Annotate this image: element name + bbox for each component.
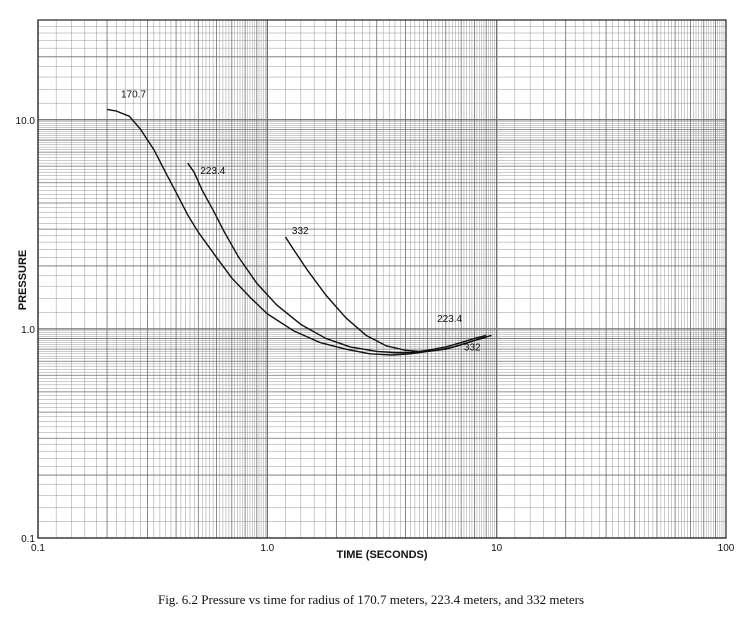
series-line-223-4 xyxy=(187,162,487,354)
plot-border xyxy=(37,19,727,539)
curve-label: 223.4 xyxy=(437,314,462,325)
y-tick-label: 10.0 xyxy=(16,116,36,127)
x-tick-label: 10 xyxy=(491,543,503,554)
figure-caption: Fig. 6.2 Pressure vs time for radius of … xyxy=(157,592,585,607)
x-tick-label: 100 xyxy=(718,543,735,554)
curve-label: 332 xyxy=(464,342,481,353)
y-axis-title: PRESSURE xyxy=(17,250,29,311)
curve-label: 170.7 xyxy=(121,89,146,100)
curve-label: 332 xyxy=(292,226,309,237)
y-tick-label: 1.0 xyxy=(21,325,35,336)
y-tick-label: 0.1 xyxy=(21,534,35,545)
x-tick-label: 0.1 xyxy=(31,543,45,554)
series-line-332 xyxy=(284,236,492,353)
x-tick-label: 1.0 xyxy=(260,543,274,554)
pressure-time-chart: 170.7 223.4 332 223.4 332 0.1 1.0 10 100 0.1 1.0… xyxy=(16,19,735,561)
plot-background xyxy=(38,20,726,538)
annotations-layer: 170.7 223.4 332 223.4 332 xyxy=(121,89,481,353)
curve-label: 223.4 xyxy=(200,166,225,177)
grid-minor-lines xyxy=(38,20,726,538)
curves-layer xyxy=(106,108,492,356)
x-tick-labels: 0.1 1.0 10 100 xyxy=(31,543,735,554)
x-axis-title: TIME (SECONDS) xyxy=(336,549,427,561)
y-tick-labels: 0.1 1.0 10.0 xyxy=(16,116,36,545)
